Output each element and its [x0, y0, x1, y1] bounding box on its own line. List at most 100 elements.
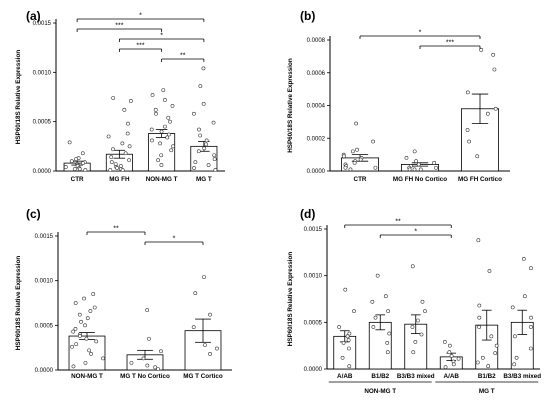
data-point: [101, 356, 105, 361]
data-point: [512, 362, 517, 367]
data-point: [69, 159, 74, 164]
y-tick-label: 0.0005: [33, 120, 52, 126]
data-point: [208, 352, 212, 356]
data-point: [70, 344, 75, 349]
data-point: [153, 107, 158, 112]
data-point: [418, 167, 423, 172]
data-point: [467, 139, 472, 144]
data-point: [167, 132, 171, 137]
category-label: CTR: [71, 176, 84, 183]
significance-label: **: [180, 53, 186, 60]
y-tick-label: 0.0000: [304, 367, 323, 373]
data-point: [486, 364, 491, 369]
data-point: [71, 364, 76, 369]
data-point: [358, 157, 363, 162]
data-point: [370, 299, 375, 304]
data-point: [81, 161, 85, 166]
data-point: [477, 303, 482, 308]
y-tick-label: 0.0004: [307, 104, 326, 110]
y-axis-label: HSP60/18S Relative Expression: [15, 50, 22, 145]
data-point: [354, 121, 359, 126]
data-point: [159, 129, 164, 134]
data-point: [352, 160, 357, 165]
data-point: [465, 128, 470, 132]
category-label: B1/B2: [371, 373, 389, 380]
data-point: [493, 351, 498, 356]
significance-label: *: [139, 13, 142, 20]
significance-label: *: [414, 229, 417, 236]
group-label: MG T: [479, 388, 495, 395]
data-point: [111, 96, 116, 100]
data-point: [80, 151, 85, 156]
data-point: [145, 363, 150, 368]
data-point: [414, 159, 419, 164]
data-point: [127, 144, 132, 149]
data-point: [84, 336, 89, 341]
data-point: [350, 149, 355, 154]
data-point: [168, 119, 172, 124]
category-label: MG T Cortico: [183, 373, 223, 380]
y-tick-label: 0.0000: [35, 368, 54, 374]
data-point: [128, 99, 133, 103]
data-point: [465, 90, 470, 95]
category-label: MG FH: [109, 176, 130, 183]
data-point: [201, 102, 206, 106]
data-point: [410, 325, 415, 329]
data-point: [491, 52, 496, 57]
data-point: [201, 66, 206, 71]
y-tick-label: 0.0000: [307, 169, 326, 175]
data-point: [521, 256, 526, 261]
chart-panel-1: (a) HSP60/18S Relative Expression 0.0000 0.…: [15, 9, 225, 183]
panel-label: (a): [26, 9, 41, 23]
data-point: [413, 340, 418, 344]
data-point: [416, 162, 421, 167]
data-point: [343, 165, 348, 170]
data-point: [153, 365, 158, 370]
group-label: NON-MG T: [364, 388, 396, 395]
data-point: [73, 301, 78, 305]
significance-label: **: [395, 219, 401, 226]
chart-panel-2: (b) HSP60/18S Relative Expression 0.0000 0.…: [287, 9, 510, 183]
data-point: [150, 93, 155, 97]
y-tick-label: 0.0015: [304, 227, 323, 233]
data-point: [89, 352, 93, 356]
data-point: [85, 316, 90, 321]
data-point: [122, 107, 127, 112]
data-point: [169, 148, 174, 153]
data-point: [74, 157, 78, 162]
data-point: [411, 350, 416, 355]
data-point: [191, 111, 196, 116]
y-tick-label: 0.0006: [307, 71, 326, 77]
data-point: [109, 155, 114, 160]
y-axis-label: HSP60/18S Relative Expression: [15, 256, 22, 351]
data-point: [494, 343, 499, 348]
data-point: [528, 325, 533, 329]
y-tick-label: 0.0010: [35, 279, 54, 285]
data-point: [447, 343, 452, 348]
data-point: [386, 309, 391, 314]
data-point: [166, 115, 171, 120]
data-point: [215, 346, 219, 351]
data-point: [477, 315, 482, 320]
data-point: [341, 154, 346, 159]
data-point: [419, 332, 424, 337]
data-point: [492, 67, 497, 72]
data-point: [529, 266, 533, 271]
category-label: MG T No Cortico: [120, 373, 170, 380]
category-label: B3/B3 mixed: [397, 373, 435, 380]
data-point: [171, 144, 175, 149]
data-point: [204, 138, 209, 143]
data-point: [337, 325, 341, 329]
data-point: [115, 166, 120, 170]
y-axis-label: HSP60/18S Relative Expression: [287, 252, 294, 347]
data-point: [120, 168, 125, 172]
data-point: [108, 168, 113, 172]
data-point: [407, 167, 412, 172]
data-point: [126, 121, 130, 126]
data-point: [371, 139, 375, 144]
data-point: [87, 348, 92, 353]
data-point: [198, 133, 203, 138]
significance-label: *: [173, 236, 176, 243]
y-tick-label: 0.0005: [35, 323, 54, 329]
data-point: [443, 365, 448, 370]
